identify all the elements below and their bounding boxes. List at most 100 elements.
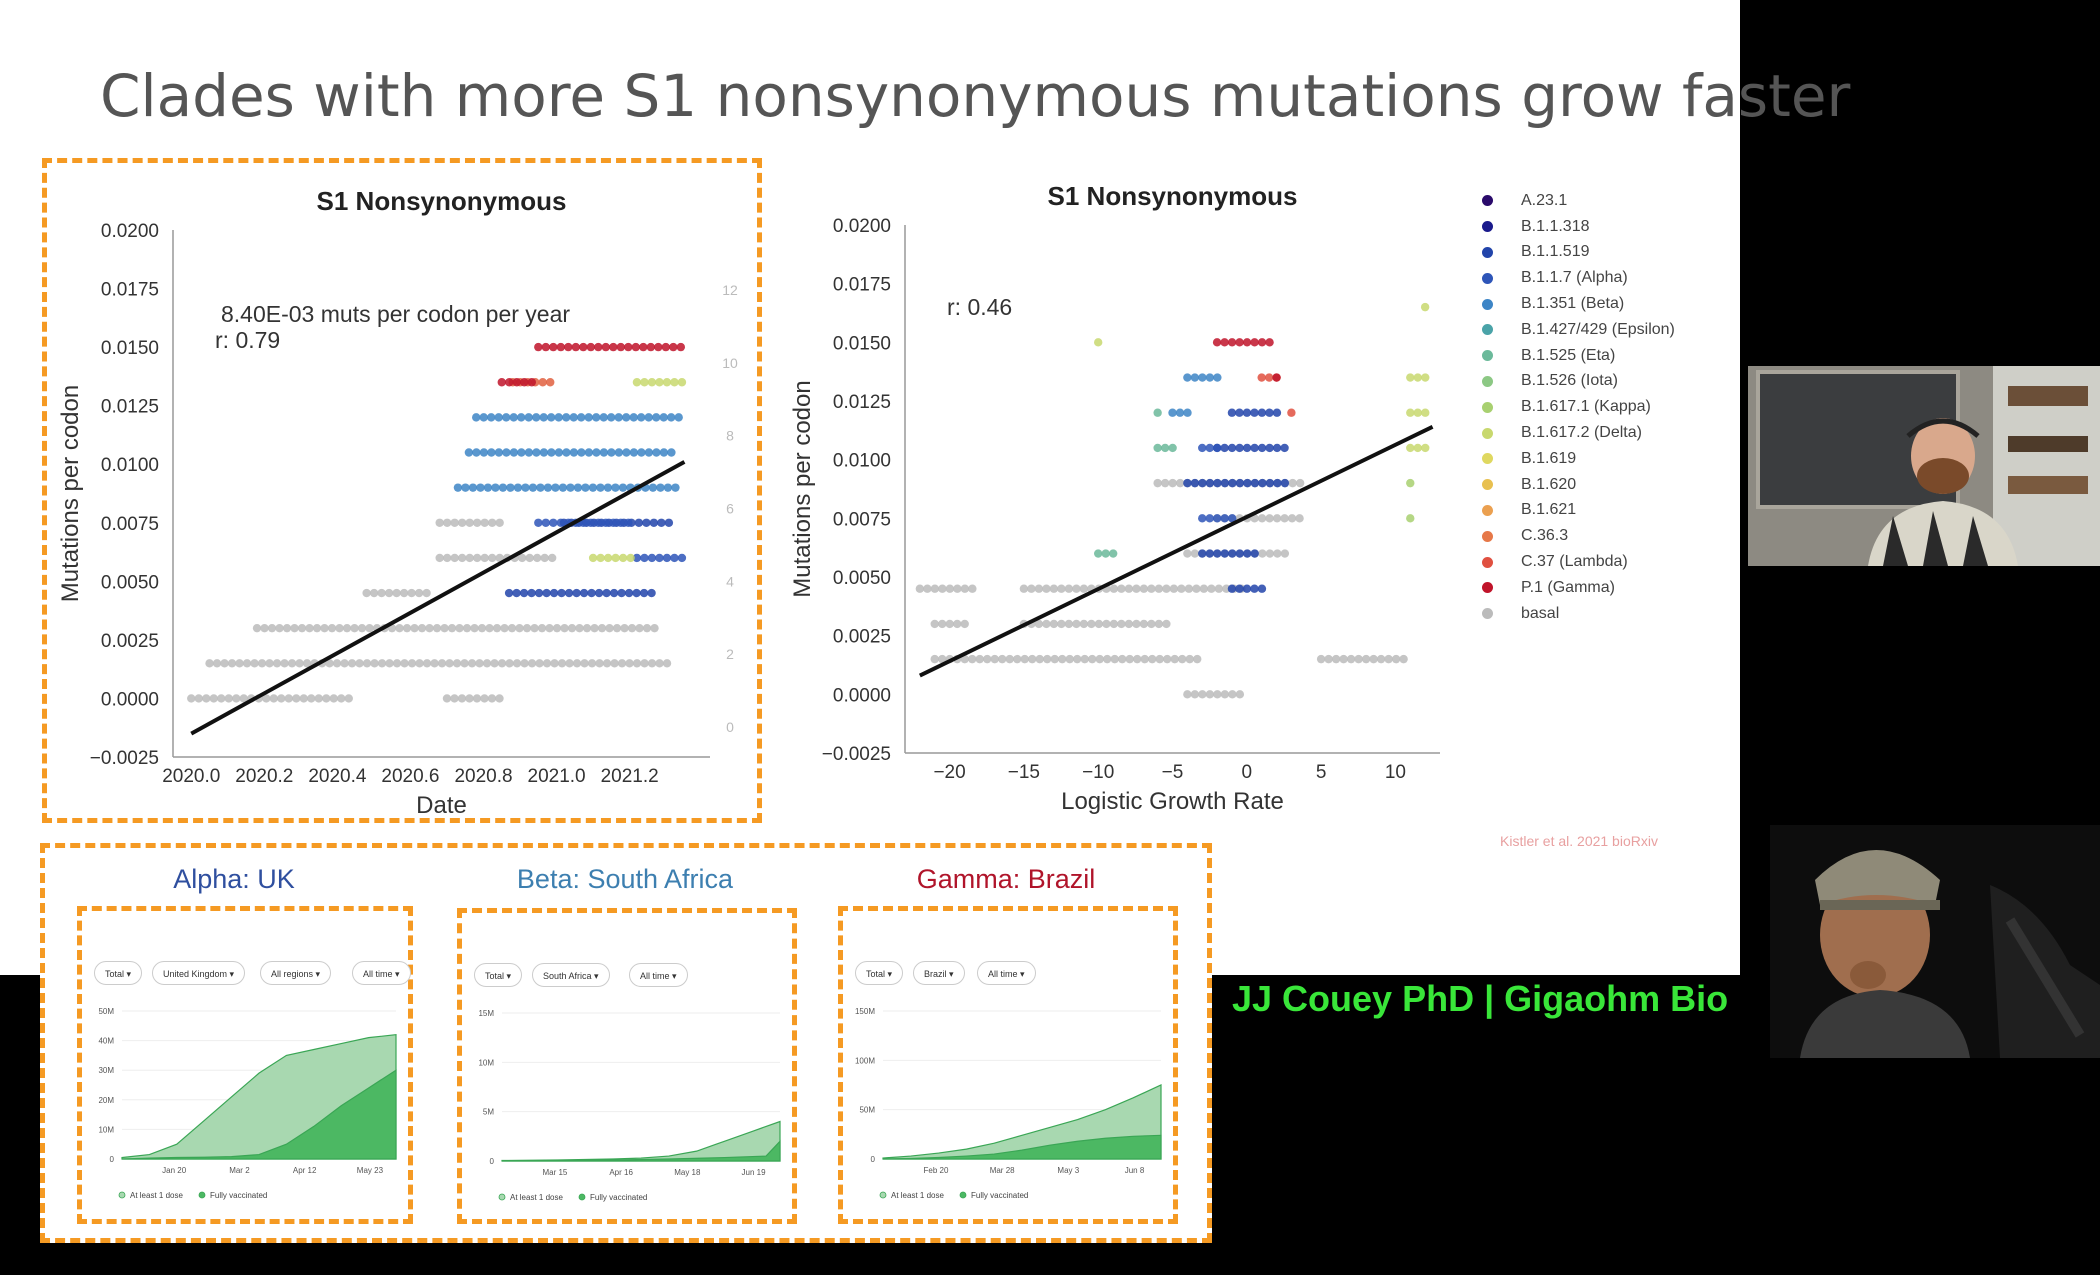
filter-dropdown-label: All time	[363, 969, 393, 979]
data-point	[1324, 654, 1333, 664]
data-point	[242, 659, 252, 668]
data-point	[465, 553, 474, 563]
data-point	[487, 518, 497, 527]
data-point	[1220, 443, 1229, 453]
data-point	[462, 623, 472, 633]
filter-dropdown[interactable]: All time ▾	[352, 961, 411, 985]
data-point	[432, 623, 442, 633]
x-tick-label: Jun 8	[1125, 1166, 1145, 1175]
data-point	[586, 518, 596, 527]
data-point	[654, 342, 663, 352]
y-tick-label: 30M	[98, 1066, 114, 1075]
data-point	[1199, 584, 1209, 593]
data-point	[1117, 619, 1126, 629]
legend-marker	[1482, 427, 1493, 439]
data-point	[554, 448, 564, 457]
data-point	[1154, 619, 1164, 629]
data-point	[640, 378, 649, 387]
data-point	[477, 623, 487, 633]
legend-marker	[1482, 582, 1493, 594]
data-point	[457, 694, 467, 703]
data-point	[1178, 654, 1187, 664]
data-point	[1064, 584, 1074, 593]
data-point	[1125, 654, 1134, 664]
data-point	[513, 483, 523, 492]
data-point	[1316, 654, 1326, 664]
data-point	[1049, 619, 1059, 629]
legend-marker	[1482, 530, 1493, 542]
filter-dropdown[interactable]: Total ▾	[855, 961, 904, 985]
data-point	[577, 413, 586, 422]
data-point	[652, 413, 661, 422]
data-point	[545, 623, 554, 633]
legend-item: A.23.1	[1482, 188, 1722, 214]
data-point	[532, 448, 541, 457]
data-point	[487, 553, 497, 563]
x-axis-label: Logistic Growth Rate	[1061, 788, 1284, 815]
data-point	[483, 483, 493, 492]
filter-dropdown[interactable]: All time ▾	[629, 963, 688, 987]
y-tick-label: 150M	[855, 1007, 875, 1016]
x-tick-label: −15	[1008, 762, 1040, 783]
legend-item: B.1.427/429 (Epsilon)	[1482, 317, 1722, 343]
chart-title: S1 Nonsynonymous	[317, 186, 567, 216]
data-point	[644, 448, 654, 457]
data-point	[497, 659, 507, 668]
filter-dropdown[interactable]: South Africa ▾	[532, 963, 610, 987]
area-chart: 50M 40M 30M 20M 10M 0 Jan 20 Mar 2 Apr 12 May 23 A…	[98, 1007, 397, 1200]
legend-label: B.1.1.519	[1521, 243, 1590, 261]
filter-dropdown[interactable]: All time ▾	[977, 961, 1036, 985]
data-point	[307, 694, 316, 703]
legend-marker	[578, 1193, 586, 1201]
legend-label: Fully vaccinated	[971, 1191, 1028, 1200]
data-point	[1265, 514, 1274, 523]
data-point	[472, 413, 481, 422]
data-point	[314, 694, 323, 703]
legend-label: P.1 (Gamma)	[1521, 578, 1615, 596]
data-point	[968, 654, 977, 664]
data-point	[1183, 549, 1192, 558]
data-point	[552, 623, 562, 633]
legend-label: C.37 (Lambda)	[1521, 553, 1628, 571]
data-point	[487, 448, 496, 457]
data-point	[650, 623, 659, 633]
data-point	[425, 623, 434, 633]
legend-marker	[1482, 504, 1493, 516]
data-point	[457, 518, 467, 527]
data-point	[1227, 408, 1237, 417]
data-point	[480, 518, 489, 527]
x-tick-label: 2020.8	[454, 766, 512, 787]
data-point	[342, 623, 352, 633]
data-point	[457, 553, 467, 563]
data-point	[945, 619, 954, 629]
data-point	[1019, 584, 1029, 593]
regression-line	[190, 460, 686, 736]
lower-third-caption: JJ Couey PhD | Gigaohm Bio	[1232, 978, 1729, 1019]
data-point	[611, 553, 620, 563]
data-point	[532, 413, 541, 422]
legend-item: B.1.617.2 (Delta)	[1482, 420, 1722, 446]
data-point	[1198, 443, 1207, 453]
filter-dropdown[interactable]: United Kingdom ▾	[152, 961, 246, 985]
filter-dropdown[interactable]: Total ▾	[474, 963, 523, 987]
data-point	[550, 659, 559, 668]
vaccination-panel-title: Alpha: UK	[173, 864, 295, 894]
data-point	[575, 623, 584, 633]
y-tick-label: 0.0175	[101, 280, 159, 301]
data-point	[603, 553, 613, 563]
data-point	[485, 623, 494, 633]
data-point	[525, 553, 534, 563]
data-point	[1183, 478, 1192, 488]
data-point	[536, 483, 545, 492]
filter-dropdown[interactable]: Total ▾	[94, 961, 143, 985]
data-point	[1080, 654, 1089, 664]
filter-dropdown[interactable]: Brazil ▾	[913, 961, 965, 985]
data-point	[435, 553, 444, 563]
data-point	[1213, 373, 1222, 382]
filter-dropdown[interactable]: All regions ▾	[260, 961, 332, 985]
data-point	[670, 553, 679, 563]
right-tick-label: 10	[722, 355, 738, 371]
webcam-host	[1770, 825, 2100, 1058]
vaccination-panel: Total ▾ Brazil ▾ All time ▾ 150M 100M 50M 0 Feb…	[838, 906, 1178, 1224]
data-point	[1257, 514, 1267, 523]
